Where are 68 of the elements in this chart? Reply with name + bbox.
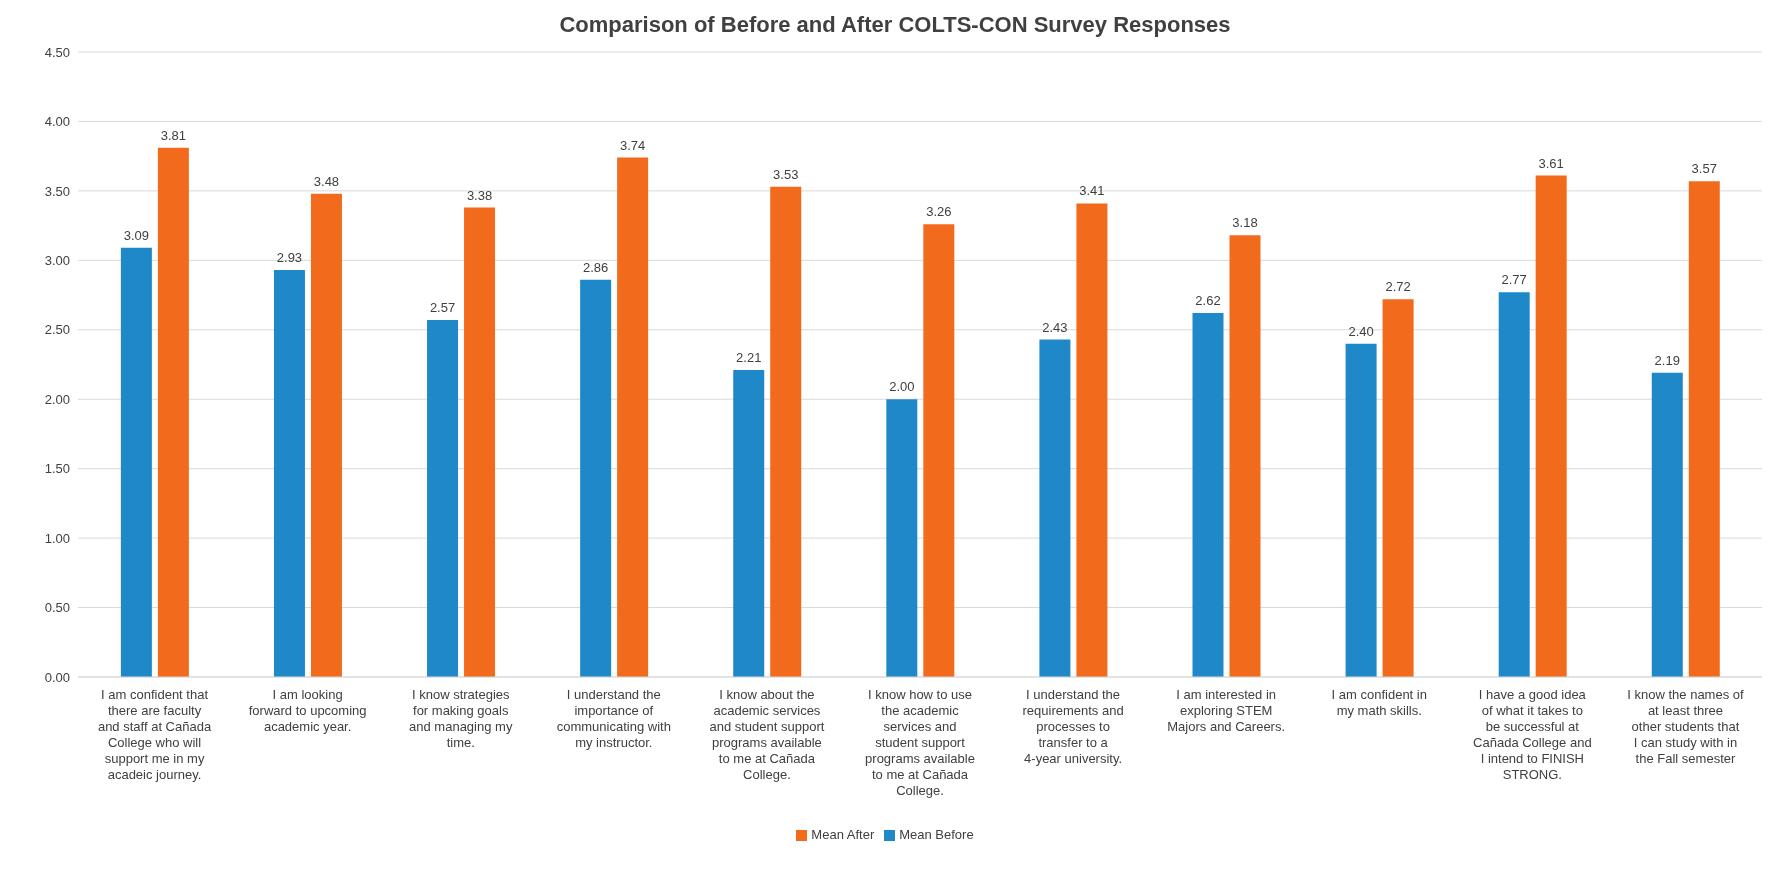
data-label: 2.86 bbox=[582, 259, 609, 275]
y-tick-label: 4.50 bbox=[44, 44, 70, 60]
data-label: 3.41 bbox=[1079, 183, 1105, 199]
y-tick-label: 3.50 bbox=[44, 183, 70, 199]
data-label: 3.09 bbox=[123, 227, 150, 243]
bar bbox=[617, 157, 649, 677]
bar bbox=[733, 370, 765, 677]
data-label: 3.53 bbox=[773, 166, 799, 182]
x-tick-label: I am interested in exploring STEM Majors and Careers. bbox=[1167, 687, 1286, 734]
legend-label: Mean After bbox=[811, 827, 875, 842]
bar bbox=[1192, 313, 1224, 677]
data-label: 2.57 bbox=[429, 300, 456, 316]
data-label: 3.18 bbox=[1232, 215, 1258, 231]
x-tick-label: I am confident in my math skills. bbox=[1331, 687, 1427, 718]
bar bbox=[1382, 299, 1414, 677]
data-label: 3.26 bbox=[926, 204, 952, 220]
data-label: 2.40 bbox=[1348, 323, 1374, 339]
bar bbox=[310, 193, 342, 677]
x-tick-label: I know strategies for making goals and managing my time. bbox=[409, 687, 513, 750]
data-label: 2.19 bbox=[1654, 352, 1680, 368]
bar bbox=[1039, 339, 1071, 677]
y-tick-label: 1.00 bbox=[44, 530, 70, 546]
data-label: 2.21 bbox=[736, 350, 762, 366]
bar bbox=[1535, 175, 1567, 677]
data-label: 3.57 bbox=[1691, 161, 1717, 177]
bar bbox=[157, 147, 189, 677]
data-label: 2.77 bbox=[1501, 272, 1527, 288]
y-tick-label: 4.00 bbox=[44, 114, 70, 130]
bar bbox=[273, 270, 305, 677]
data-label: 3.74 bbox=[619, 137, 646, 153]
bar bbox=[427, 320, 459, 677]
data-label: 2.93 bbox=[276, 250, 303, 266]
bar bbox=[1076, 203, 1108, 677]
x-tick-label: I am confident that there are faculty and staff at Cañada College who will support me in my acadeic journey. bbox=[97, 687, 212, 782]
x-tick-label: I have a good idea of what it takes to be successful at Cañada College and I intend to FINISH STRONG. bbox=[1473, 687, 1592, 782]
x-tick-label: I understand the requirements and processes to transfer to a 4-year university. bbox=[1022, 687, 1124, 766]
y-tick-label: 1.50 bbox=[44, 461, 70, 477]
bar bbox=[770, 186, 802, 677]
data-label: 3.48 bbox=[313, 173, 340, 189]
data-label: 3.61 bbox=[1538, 155, 1564, 171]
bar bbox=[580, 279, 612, 677]
data-label: 2.43 bbox=[1042, 319, 1068, 335]
y-tick-label: 2.00 bbox=[44, 391, 70, 407]
bar bbox=[1688, 181, 1720, 677]
data-label: 3.38 bbox=[466, 187, 493, 203]
x-tick-label: I know about the academic services and student support programs available to me at Cañada College. bbox=[709, 687, 825, 782]
data-label: 3.81 bbox=[160, 127, 187, 143]
x-tick-label: I am looking forward to upcoming academic year. bbox=[248, 687, 367, 734]
bar bbox=[1498, 292, 1530, 677]
bar bbox=[923, 224, 955, 677]
bar bbox=[464, 207, 496, 677]
x-tick-label: I understand the importance of communicating with my instructor. bbox=[556, 687, 671, 750]
data-label: 2.62 bbox=[1195, 293, 1221, 309]
bar bbox=[886, 399, 918, 677]
data-label: 2.72 bbox=[1385, 279, 1411, 295]
legend-label: Mean Before bbox=[899, 827, 974, 842]
x-tick-label: I know how to use the academic services and student support programs available to me at Cañada College. bbox=[865, 687, 975, 798]
bar bbox=[1345, 343, 1377, 677]
bar bbox=[1651, 372, 1683, 677]
bar bbox=[120, 247, 152, 677]
y-tick-label: 0.50 bbox=[44, 600, 70, 616]
bar bbox=[1229, 235, 1261, 677]
chart-title: Comparison of Before and After COLTS-CON Survey Responses bbox=[558, 11, 1232, 39]
x-tick-label: I know the names of at least three other students that I can study with in the Fall semester bbox=[1627, 687, 1745, 766]
y-tick-label: 0.00 bbox=[44, 669, 70, 685]
y-tick-label: 2.50 bbox=[44, 322, 70, 338]
y-tick-label: 3.00 bbox=[44, 252, 70, 268]
data-label: 2.00 bbox=[889, 379, 915, 395]
